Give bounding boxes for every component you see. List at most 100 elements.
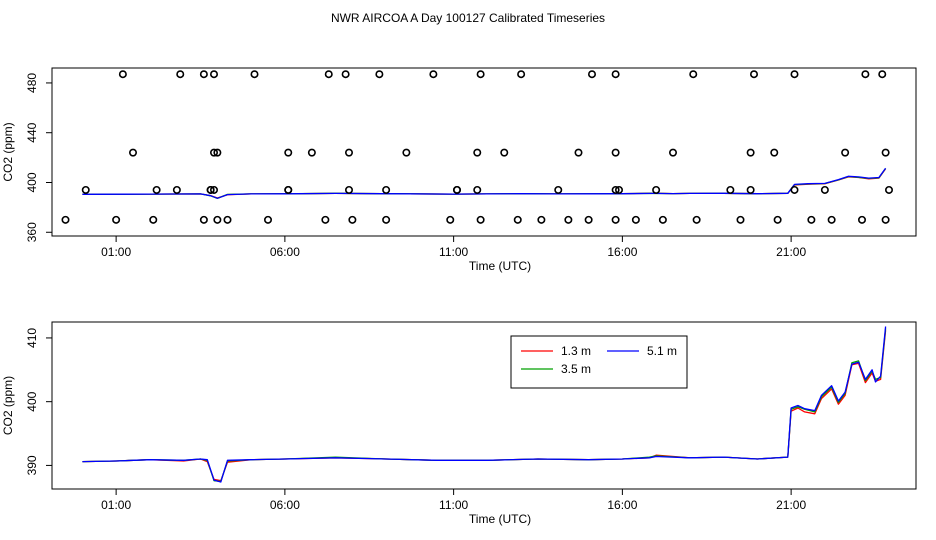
x-tick-label: 21:00 — [776, 498, 806, 512]
flag-point — [841, 148, 850, 157]
flag-point — [341, 70, 350, 79]
flag-point — [172, 185, 181, 194]
x-tick-label: 01:00 — [101, 498, 131, 512]
flag-point — [152, 185, 161, 194]
x-tick-label: 16:00 — [607, 498, 637, 512]
x-axis-label: Time (UTC) — [469, 512, 531, 526]
flag-point — [878, 70, 887, 79]
flag-point — [726, 185, 735, 194]
flag-point — [263, 215, 272, 224]
flag-point — [344, 185, 353, 194]
y-tick-label: 440 — [25, 122, 39, 142]
flag-point — [658, 215, 667, 224]
y-tick-label: 390 — [25, 455, 39, 475]
flag-point — [631, 215, 640, 224]
flag-point — [652, 185, 661, 194]
flag-point — [402, 148, 411, 157]
legend-label: 3.5 m — [561, 362, 591, 376]
y-tick-label: 480 — [25, 73, 39, 93]
flag-point — [284, 185, 293, 194]
x-tick-label: 11:00 — [439, 498, 468, 512]
flag-point — [614, 185, 623, 194]
flag-point — [611, 148, 620, 157]
flag-point — [584, 215, 593, 224]
flag-point — [881, 148, 890, 157]
flag-point — [446, 215, 455, 224]
flag-point — [574, 148, 583, 157]
flag-point — [807, 215, 816, 224]
flag-point — [199, 70, 208, 79]
flag-point — [473, 185, 482, 194]
x-tick-label: 11:00 — [439, 245, 468, 259]
flag-point — [473, 148, 482, 157]
flag-point — [827, 215, 836, 224]
flag-point — [213, 215, 222, 224]
chart-title: NWR AIRCOA A Day 100127 Calibrated Times… — [331, 11, 605, 25]
flag-point — [210, 185, 219, 194]
flag-point — [861, 70, 870, 79]
flag-point — [284, 148, 293, 157]
flag-point — [307, 148, 316, 157]
flag-point — [199, 215, 208, 224]
flag-point — [81, 185, 90, 194]
x-axis-label: Time (UTC) — [469, 259, 531, 273]
flag-point — [210, 70, 219, 79]
legend-label: 5.1 m — [647, 344, 677, 358]
flag-point — [344, 148, 353, 157]
x-tick-label: 06:00 — [270, 245, 300, 259]
flag-point — [587, 70, 596, 79]
x-tick-label: 21:00 — [776, 245, 806, 259]
flag-point — [857, 215, 866, 224]
x-tick-label: 01:00 — [101, 245, 131, 259]
y-tick-label: 400 — [25, 391, 39, 411]
x-tick-label: 06:00 — [270, 498, 300, 512]
y-axis-label: CO2 (ppm) — [1, 122, 15, 181]
flag-point — [476, 215, 485, 224]
flag-point — [210, 148, 219, 157]
flag-point — [884, 185, 893, 194]
flag-point — [223, 215, 232, 224]
flag-point — [513, 215, 522, 224]
flag-point — [770, 148, 779, 157]
flag-point — [149, 215, 158, 224]
bottom-panel: 01:00 06:00 11:00 16:00 21:00 390 400 410 Time (… — [1, 321, 917, 526]
flag-point — [517, 70, 526, 79]
flag-point — [689, 70, 698, 79]
flag-point — [611, 70, 620, 79]
plot-frame — [51, 321, 917, 490]
flag-point — [429, 70, 438, 79]
flag-point — [176, 70, 185, 79]
flag-point — [790, 185, 799, 194]
flag-point — [746, 148, 755, 157]
legend-label: 1.3 m — [561, 344, 591, 358]
flag-point — [611, 185, 620, 194]
flag-point — [382, 215, 391, 224]
flag-point — [206, 185, 215, 194]
flag-point — [250, 70, 259, 79]
y-axis-label: CO2 (ppm) — [1, 376, 15, 435]
flag-point — [746, 185, 755, 194]
flag-point — [476, 70, 485, 79]
flag-point — [375, 70, 384, 79]
flag-point — [537, 215, 546, 224]
flag-point — [118, 70, 127, 79]
flag-point — [324, 70, 333, 79]
flag-point — [112, 215, 121, 224]
flag-point — [668, 148, 677, 157]
plot-frame — [51, 67, 917, 237]
flag-point — [61, 215, 70, 224]
series-line-5-1-m — [82, 326, 887, 483]
flag-point — [554, 185, 563, 194]
legend-box — [510, 335, 688, 389]
y-tick-label: 400 — [25, 172, 39, 192]
flag-point — [321, 215, 330, 224]
flag-point — [452, 185, 461, 194]
flag-point — [500, 148, 509, 157]
flag-point — [749, 70, 758, 79]
x-tick-label: 16:00 — [607, 245, 637, 259]
flag-point — [348, 215, 357, 224]
flag-point — [790, 70, 799, 79]
flag-point — [611, 215, 620, 224]
flag-point — [773, 215, 782, 224]
